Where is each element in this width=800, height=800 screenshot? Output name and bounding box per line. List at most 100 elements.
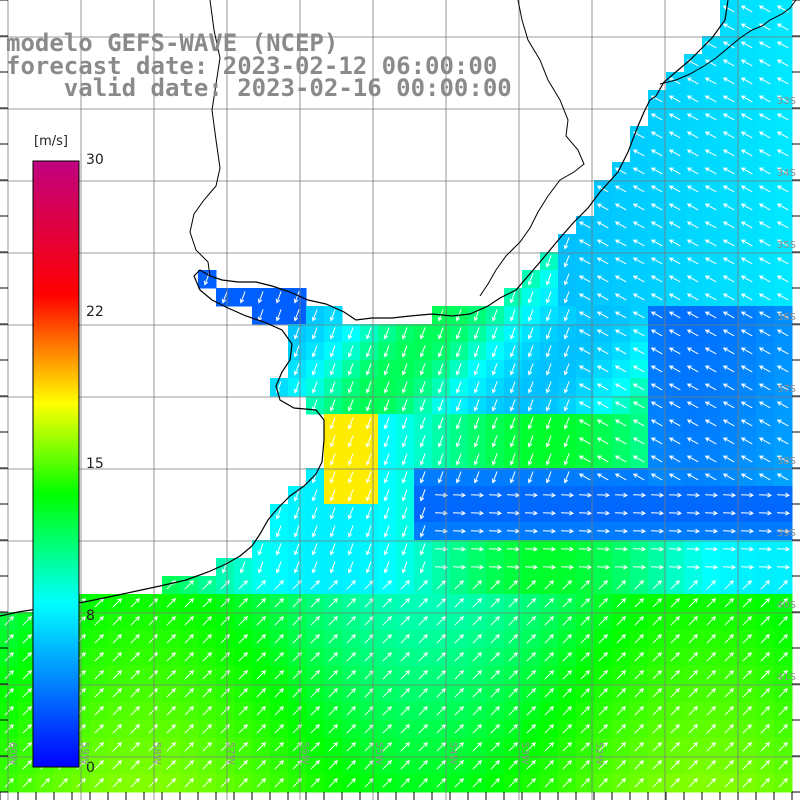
wind-arrow <box>274 616 284 626</box>
wind-arrow <box>347 417 354 430</box>
wind-arrow <box>347 489 354 502</box>
wind-arrow <box>776 149 789 157</box>
wind-arrow <box>130 652 140 662</box>
wind-arrow <box>563 435 570 448</box>
wind-arrow <box>383 525 390 538</box>
wind-arrow <box>202 778 212 788</box>
wind-arrow <box>758 59 771 67</box>
wind-arrow <box>596 564 611 570</box>
wind-arrow <box>578 257 591 265</box>
wind-arrow <box>596 203 609 211</box>
wind-arrow <box>491 435 498 448</box>
wind-arrow <box>454 724 464 734</box>
wind-arrow <box>400 706 410 716</box>
wind-arrow <box>776 419 789 427</box>
wind-arrow <box>455 381 462 394</box>
wind-arrow <box>328 688 338 698</box>
wind-arrow <box>527 345 534 358</box>
wind-arrow <box>688 652 698 662</box>
wind-arrow <box>776 546 791 552</box>
wind-arrow <box>758 275 771 283</box>
wind-arrow <box>670 706 680 716</box>
wind-arrow <box>724 616 734 626</box>
wind-arrow <box>614 329 627 337</box>
wind-arrow <box>382 652 392 662</box>
wind-arrow <box>668 311 681 319</box>
wind-arrow <box>668 419 681 427</box>
wind-arrow <box>650 239 663 247</box>
wind-arrow <box>293 543 300 556</box>
wind-arrow <box>580 706 590 716</box>
wind-arrow <box>347 471 354 484</box>
wind-arrow <box>614 401 627 409</box>
wind-arrow <box>383 489 390 502</box>
wind-arrow <box>148 724 158 734</box>
wind-arrow <box>527 471 534 484</box>
wind-arrow <box>202 724 212 734</box>
wind-arrow <box>419 561 426 574</box>
wind-arrow <box>634 742 644 752</box>
wind-arrow <box>652 670 662 680</box>
wind-arrow <box>346 634 356 644</box>
wind-arrow <box>365 489 372 502</box>
wind-arrow <box>527 399 534 412</box>
wind-arrow <box>596 311 609 319</box>
wind-arrow <box>470 564 485 570</box>
lat-label: 38S <box>776 456 796 467</box>
wind-arrow <box>310 778 320 788</box>
wind-arrow <box>329 507 336 520</box>
wind-arrow <box>383 399 390 412</box>
wind-arrow <box>722 437 735 445</box>
wind-arrow <box>742 580 752 590</box>
wind-arrow <box>526 616 536 626</box>
wind-arrow <box>491 417 498 430</box>
wind-arrow <box>634 688 644 698</box>
wind-arrow <box>704 257 717 265</box>
wind-arrow <box>544 652 554 662</box>
wind-arrow <box>722 510 737 516</box>
wind-arrow <box>454 670 464 680</box>
wind-arrow <box>542 510 557 516</box>
wind-arrow <box>758 41 771 49</box>
wind-arrow <box>202 598 212 608</box>
wind-arrow <box>490 580 500 590</box>
wind-arrow <box>758 203 771 211</box>
wind-arrow <box>758 528 773 534</box>
wind-arrow <box>472 778 482 788</box>
wind-arrow <box>455 417 462 430</box>
wind-arrow <box>758 401 771 409</box>
wind-arrow <box>508 724 518 734</box>
wind-arrow <box>722 239 735 247</box>
wind-arrow <box>347 507 354 520</box>
wind-arrow <box>311 363 318 376</box>
wind-arrow <box>454 688 464 698</box>
wind-arrow <box>706 670 716 680</box>
lat-label: 33S <box>776 96 796 107</box>
wind-arrow <box>130 778 140 788</box>
wind-arrow <box>166 616 176 626</box>
wind-arrow <box>614 564 629 570</box>
wind-arrow <box>688 634 698 644</box>
wind-arrow <box>491 381 498 394</box>
wind-arrow <box>740 77 753 85</box>
wind-arrow <box>740 419 753 427</box>
wind-arrow <box>578 329 591 337</box>
wind-arrow <box>578 347 591 355</box>
wind-arrow <box>650 131 663 139</box>
wind-arrow <box>580 778 590 788</box>
wind-arrow <box>239 561 246 574</box>
wind-arrow <box>776 77 789 85</box>
wind-arrow <box>418 580 428 590</box>
wind-arrow <box>722 564 737 570</box>
wind-arrow <box>365 543 372 556</box>
wind-arrow <box>347 345 354 358</box>
wind-arrow <box>704 510 719 516</box>
wind-arrow <box>94 706 104 716</box>
wind-arrow <box>652 778 662 788</box>
wind-arrow <box>275 525 282 538</box>
wind-arrow <box>668 239 681 247</box>
wind-arrow <box>598 634 608 644</box>
wind-arrow <box>401 489 408 502</box>
wind-arrow <box>596 257 609 265</box>
wind-arrow <box>418 652 428 662</box>
